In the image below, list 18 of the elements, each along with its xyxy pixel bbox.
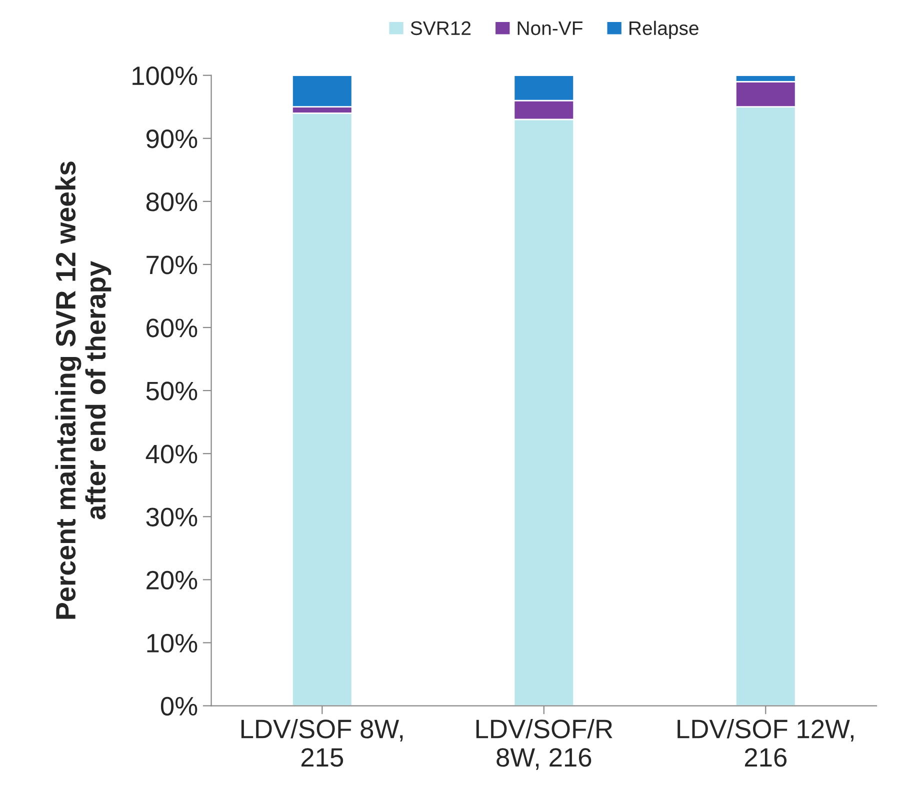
y-tick-label: 60% — [146, 318, 198, 338]
y-tick-label: 100% — [132, 66, 198, 86]
y-tick-label: 80% — [146, 192, 198, 212]
x-tick-label: LDV/SOF/R 8W, 216 — [476, 718, 612, 770]
x-tick-label: LDV/SOF 8W, 215 — [241, 718, 403, 767]
y-tick-label: 50% — [146, 382, 198, 400]
legend-label: Non-VF — [518, 22, 582, 36]
y-tick-label: 70% — [146, 256, 198, 274]
x-tick-label: LDV/SOF 12W, 216 — [678, 718, 854, 767]
y-tick-label: 0% — [160, 696, 198, 716]
y-tick-label: 20% — [146, 570, 198, 590]
y-tick-label: 90% — [146, 130, 198, 148]
legend-label: Relapse — [630, 20, 698, 39]
y-tick-label: 10% — [147, 634, 198, 653]
legend-label: SVR12 — [410, 21, 471, 36]
y-tick-label: 40% — [146, 444, 198, 464]
y-tick-label: 30% — [146, 508, 198, 526]
y-axis-title: Percent maintaining SVR 12 weeks after end of therapy — [55, 162, 112, 619]
